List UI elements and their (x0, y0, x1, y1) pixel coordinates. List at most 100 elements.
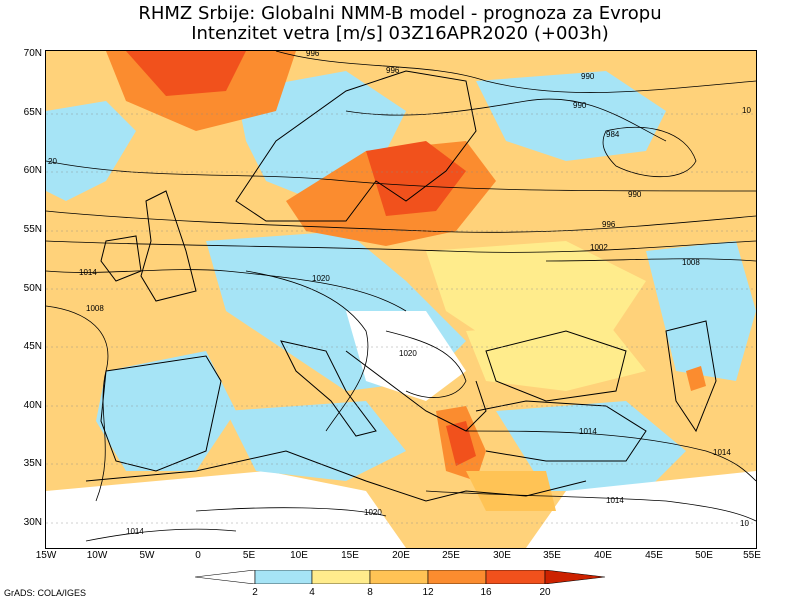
lon-label-20e: 20E (392, 550, 410, 561)
isobar-label: 990 (581, 72, 595, 81)
isobar-1008-east (545, 258, 756, 262)
isobar-label: 1014 (713, 448, 731, 457)
isobar-label: 1014 (606, 496, 624, 505)
lon-label-15w: 15W (35, 550, 57, 561)
moderate-wind-area-ukraine (466, 321, 646, 391)
light-wind-area-russia (476, 71, 666, 161)
isobar-label: 996 (602, 220, 616, 229)
isobar-996-east (46, 210, 756, 233)
lat-label-60n: 60N (23, 165, 42, 176)
lon-label-40e: 40E (594, 550, 612, 561)
isobar-1014-west (46, 269, 407, 312)
isobar-label: 1014 (126, 527, 144, 536)
lon-label-35e: 35E (543, 550, 561, 561)
coastline-italy (280, 340, 377, 437)
isobar-1014-southwest (85, 528, 237, 542)
isobar-label: 20 (48, 157, 57, 166)
lat-label-50n: 50N (23, 283, 42, 294)
lat-label-40n: 40N (23, 400, 42, 411)
coastline-turkey (475, 400, 647, 462)
isobars (46, 51, 756, 542)
gale-area-norwegian-sea (126, 51, 246, 96)
lat-label-30n: 30N (23, 517, 42, 528)
calm-area-balkans (346, 311, 466, 401)
light-wind-area-turkey (496, 401, 686, 491)
colorbar-label-8: 8 (367, 587, 373, 598)
lon-label-55e: 55E (743, 550, 761, 561)
isobar-1008-west (46, 305, 109, 502)
lon-label-5w: 5W (139, 550, 155, 561)
strong-wind-area-libya (466, 471, 556, 511)
isobar-label: 1002 (590, 243, 608, 252)
lat-label-65n: 65N (23, 107, 42, 118)
lon-label-0: 0 (195, 550, 201, 561)
coastline-black-sea (485, 330, 627, 402)
light-wind-area-mediterranean (226, 401, 406, 481)
isobar-label: 996 (386, 66, 400, 75)
colorbar-bin-2 (311, 570, 371, 584)
lon-label-10e: 10E (290, 550, 308, 561)
colorbar-bin-5 (485, 570, 546, 584)
map-subtitle: Intenzitet vetra [m/s] 03Z16APR2020 (+00… (191, 23, 609, 44)
isobar-984-low (602, 126, 697, 178)
isobar-label: 10 (742, 106, 751, 115)
isobar-label: 1008 (86, 304, 104, 313)
isobar-label: 1014 (579, 427, 597, 436)
light-wind-area-atlantic (46, 101, 136, 201)
colorbar-bin-1 (254, 570, 313, 584)
wind-field-svg: 996 996 990 990 984 990 996 1002 1008 10… (46, 51, 756, 548)
isobar-1020-balkans (385, 330, 467, 398)
colorbar-label-20: 20 (539, 587, 551, 598)
gale-area-aegean (446, 421, 476, 466)
gale-area-baltic (366, 141, 466, 216)
coastline-iberia (100, 355, 222, 472)
colorbar-bin-4 (427, 570, 487, 584)
colorbar-label-4: 4 (309, 587, 315, 598)
coastline-scandinavia (235, 70, 477, 222)
colorbar (195, 570, 606, 584)
isobar-label: 1008 (682, 258, 700, 267)
strong-wind-area-caspian (686, 366, 706, 391)
isobar-label: 984 (606, 130, 620, 139)
isobar-labels: 996 996 990 990 984 990 996 1002 1008 10… (48, 51, 751, 536)
isobar-1014-east (465, 430, 756, 482)
isobar-label: 996 (306, 51, 320, 58)
colorbar-bin-0 (195, 570, 256, 584)
lat-label-55n: 55N (23, 224, 42, 235)
lon-label-15e: 15E (341, 550, 359, 561)
isobar-990-east (46, 160, 756, 192)
isobar-label: 990 (628, 190, 642, 199)
light-wind-area-caspian (646, 241, 756, 381)
lat-label-45n: 45N (23, 341, 42, 352)
isobar-label: 10 (740, 519, 749, 528)
calm-area-middle-east (526, 471, 756, 548)
isobar-label: 990 (573, 101, 587, 110)
colorbar-label-16: 16 (480, 587, 492, 598)
isobar-1020-africa (195, 507, 387, 517)
coastline-ireland (100, 235, 142, 282)
credit-text: GrADS: COLA/IGES (4, 588, 87, 598)
isobar-1002 (46, 240, 756, 253)
lon-label-45e: 45E (645, 550, 663, 561)
isobar-1020-central (245, 270, 369, 432)
isobar-label: 1020 (364, 508, 382, 517)
lat-label-70n: 70N (23, 48, 42, 59)
coastline-great-britain (140, 190, 197, 302)
lon-label-25e: 25E (442, 550, 460, 561)
coastline-balkans (345, 350, 487, 432)
lat-label-35n: 35N (23, 458, 42, 469)
map-title: RHMZ Srbije: Globalni NMM-B model - prog… (138, 3, 662, 24)
wind-speed-map: 996 996 990 990 984 990 996 1002 1008 10… (45, 50, 757, 549)
isobar-label: 1020 (312, 274, 330, 283)
colorbar-label-2: 2 (252, 587, 258, 598)
colorbar-bin-6 (544, 570, 606, 584)
lon-label-50e: 50E (695, 550, 713, 561)
strong-wind-shading (106, 51, 706, 511)
isobar-label: 1020 (399, 349, 417, 358)
light-wind-area-iberia (96, 351, 236, 471)
colorbar-label-12: 12 (422, 587, 434, 598)
graticule (46, 113, 756, 524)
colorbar-bin-3 (369, 570, 429, 584)
wind-shading (46, 71, 756, 548)
isobar-1014-south (425, 490, 756, 522)
